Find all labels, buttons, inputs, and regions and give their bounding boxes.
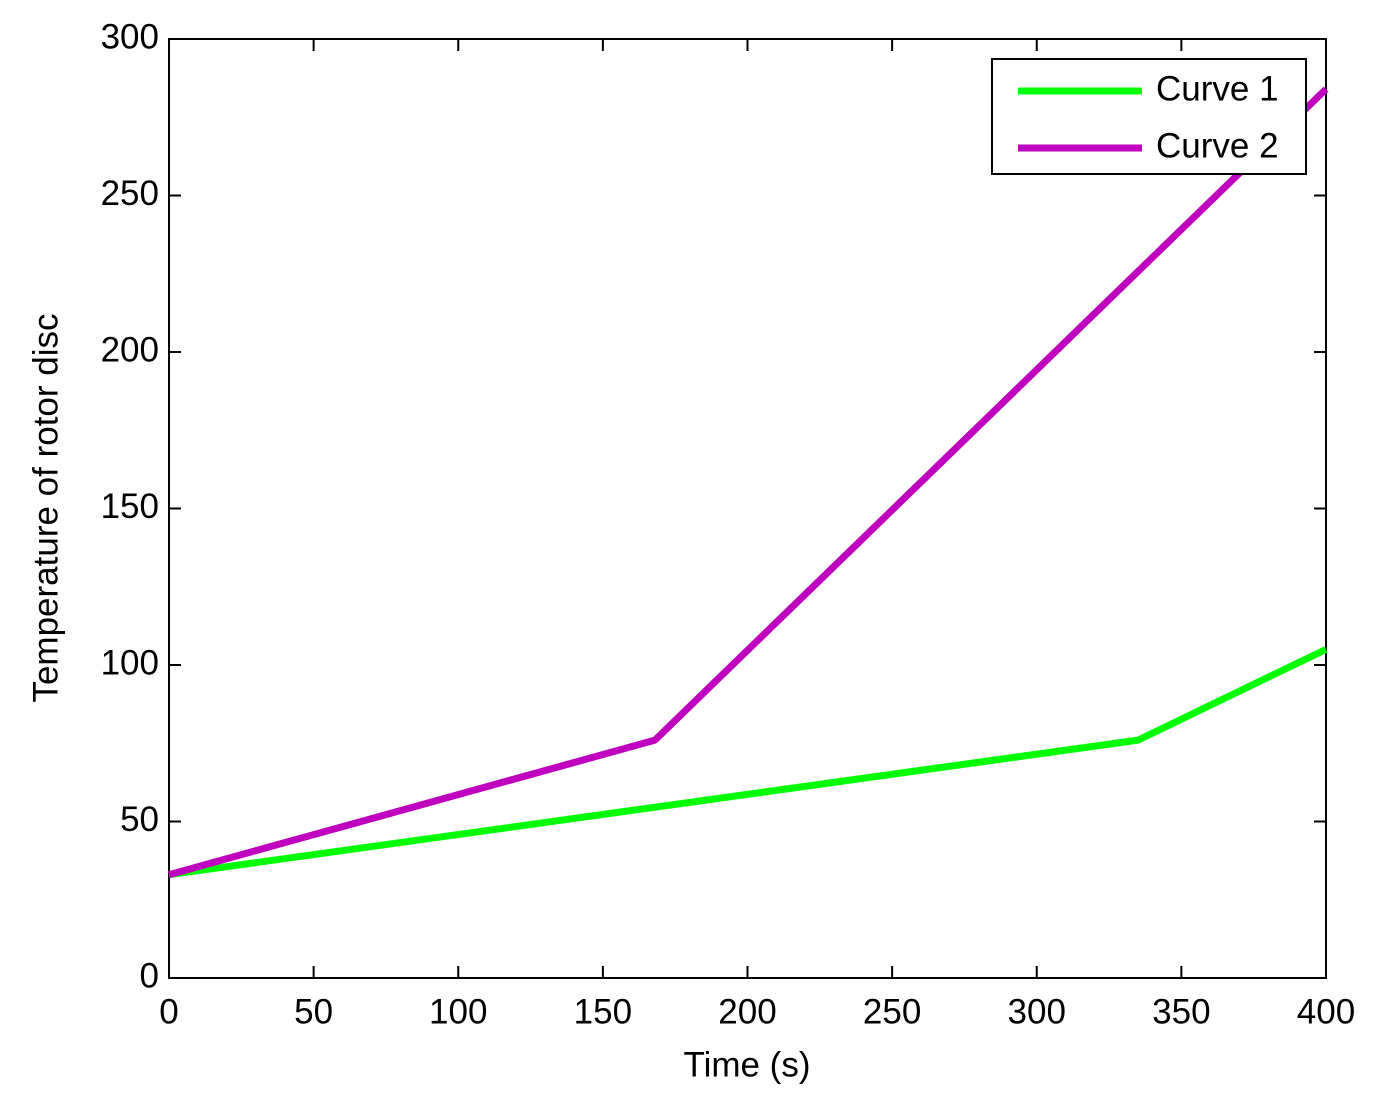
legend-label: Curve 2 <box>1156 126 1279 165</box>
line-series <box>168 646 1328 879</box>
y-axis-label: Temperature of rotor disc <box>26 313 65 702</box>
x-axis-label: Time (s) <box>683 1045 810 1084</box>
x-tick-label: 400 <box>1297 992 1355 1031</box>
x-tick-label: 300 <box>1008 992 1066 1031</box>
y-tick-label: 200 <box>101 330 159 369</box>
y-tick-label: 100 <box>101 643 159 682</box>
x-tick-label: 50 <box>294 992 333 1031</box>
plot-frame <box>168 38 1327 979</box>
x-tick-label: 100 <box>429 992 487 1031</box>
legend-box <box>991 58 1307 175</box>
x-tick-label: 350 <box>1152 992 1210 1031</box>
legend-label: Curve 1 <box>1156 69 1279 108</box>
x-tick-label: 200 <box>718 992 776 1031</box>
y-tick-label: 300 <box>101 17 159 56</box>
y-tick-label: 0 <box>140 956 159 995</box>
y-tick-label: 150 <box>101 487 159 526</box>
x-tick-label: 250 <box>863 992 921 1031</box>
y-tick-label: 250 <box>101 174 159 213</box>
x-tick-label: 0 <box>159 992 178 1031</box>
y-tick-label: 50 <box>120 800 159 839</box>
line-series <box>168 86 1329 879</box>
x-tick-label: 150 <box>574 992 632 1031</box>
